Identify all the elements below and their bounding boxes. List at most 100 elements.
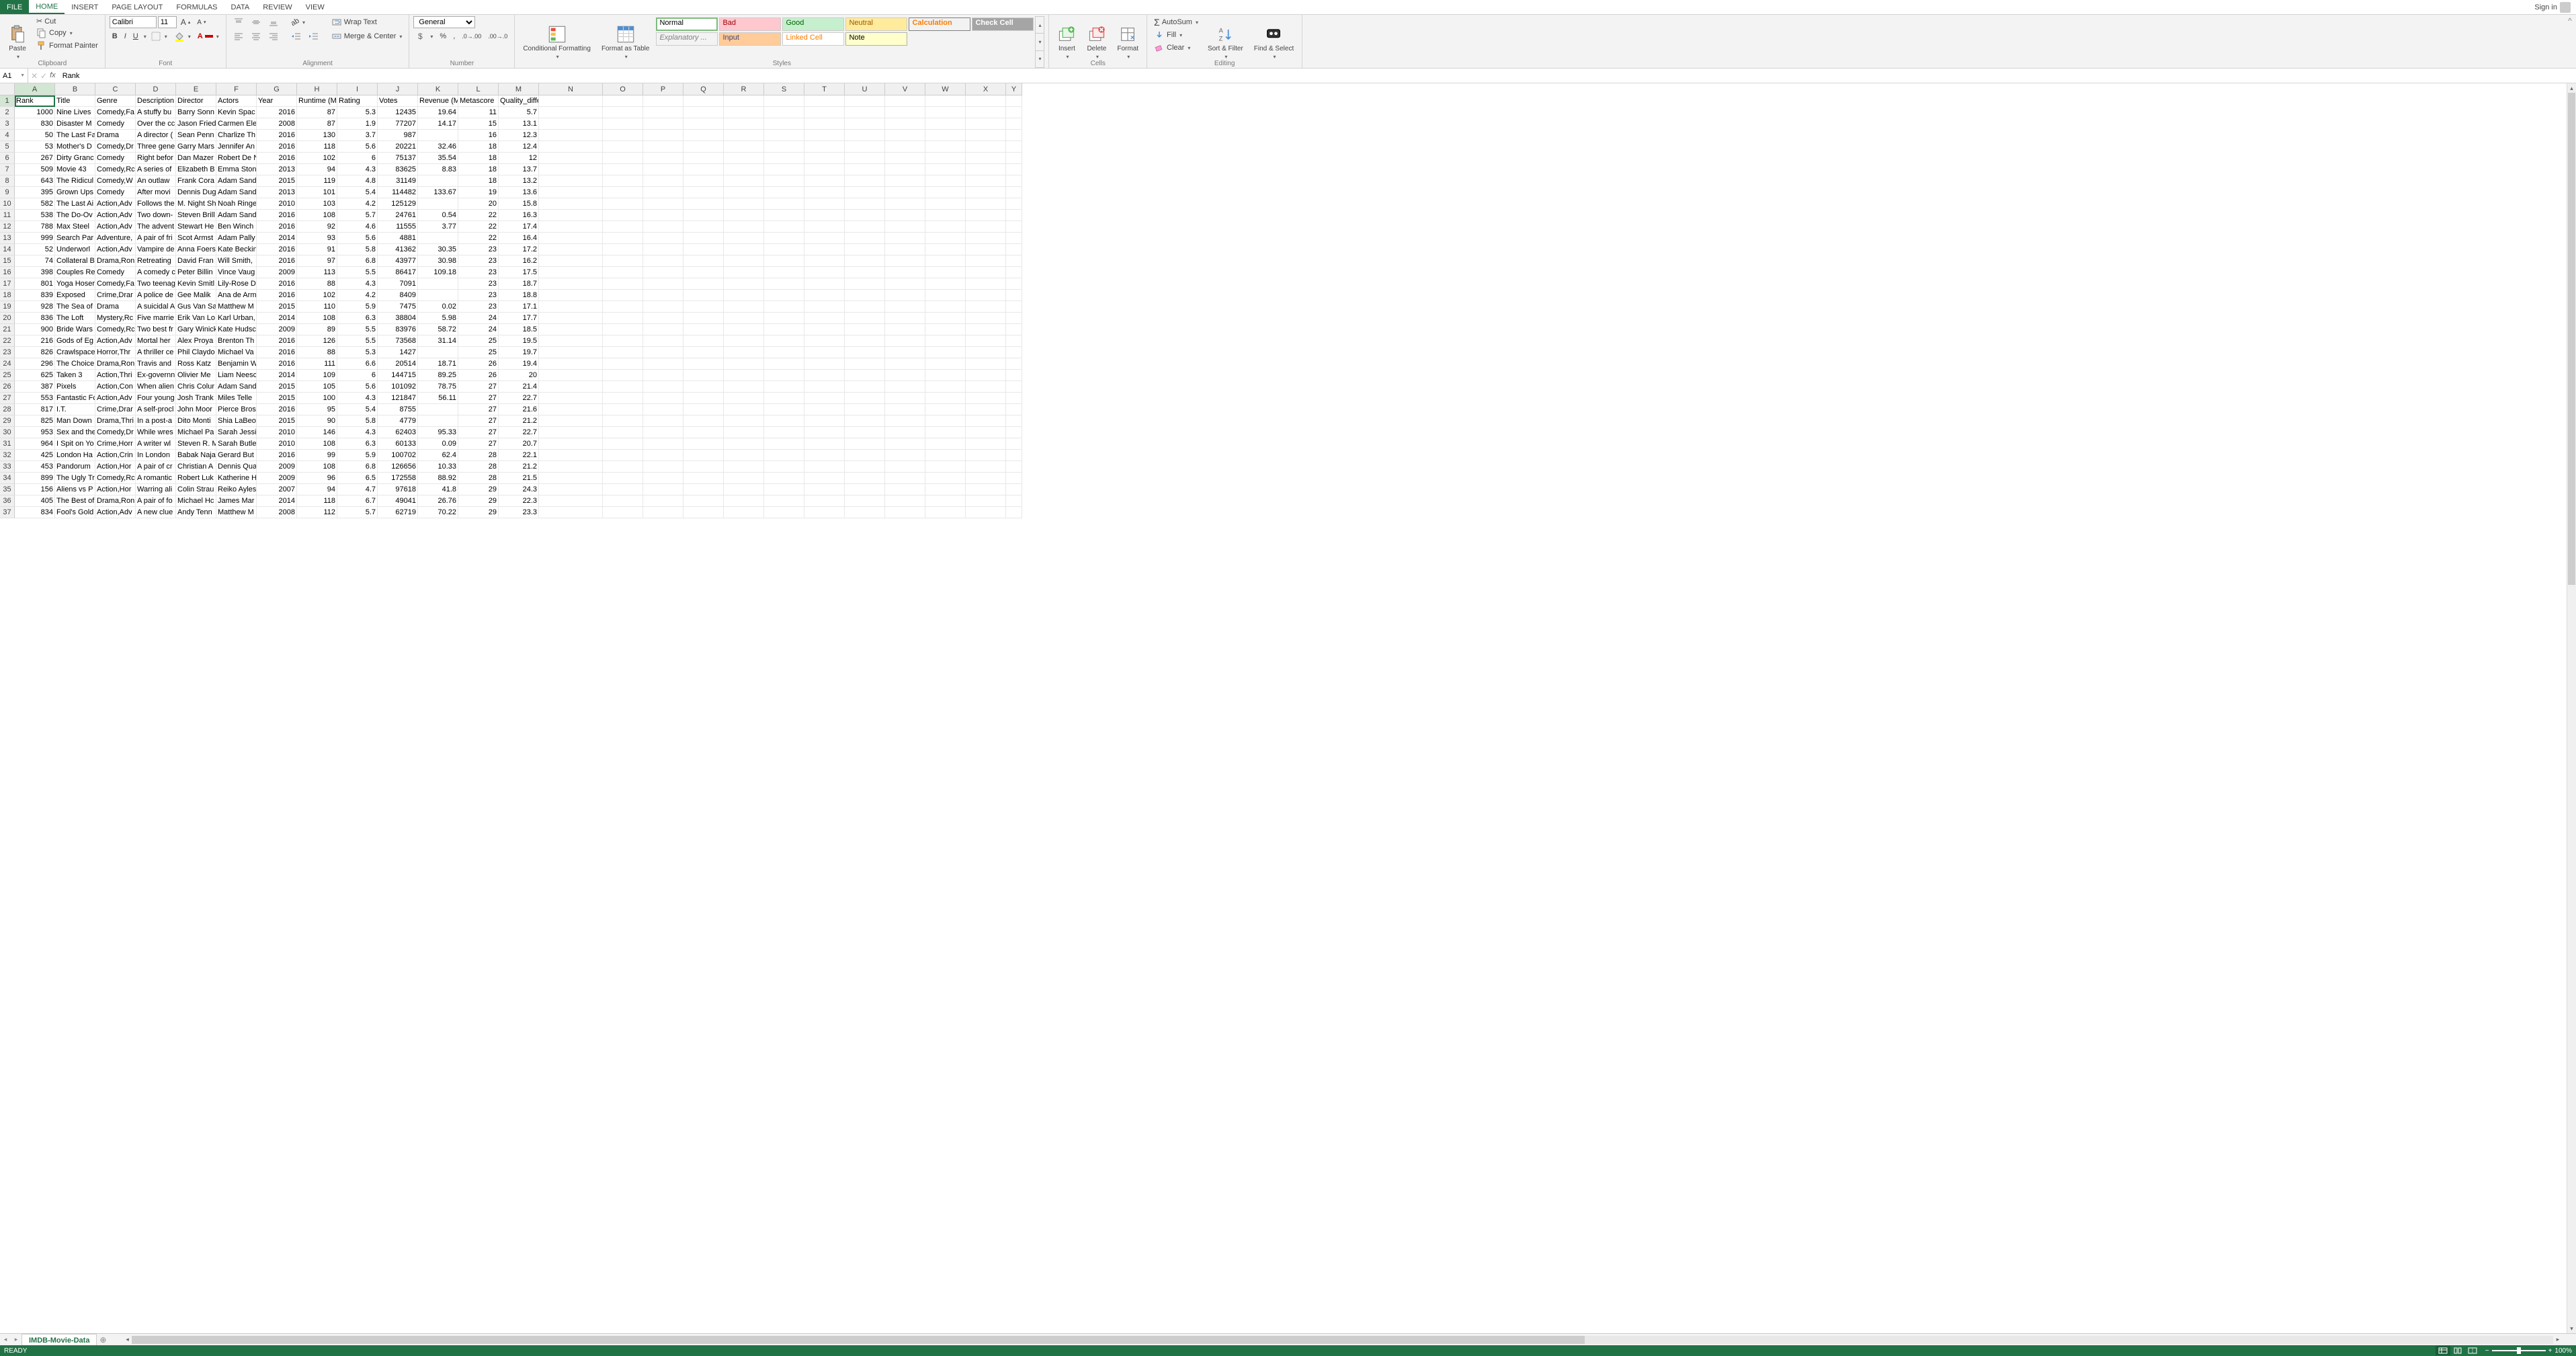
cell[interactable] [1006, 267, 1022, 278]
cell[interactable]: Shia LaBeo [216, 415, 257, 427]
cell[interactable] [724, 290, 764, 301]
cell[interactable] [804, 347, 845, 358]
cell[interactable]: Action,Hor [95, 484, 136, 495]
cell[interactable]: 2009 [257, 267, 297, 278]
cell[interactable]: Action,Adv [95, 210, 136, 221]
cell[interactable]: 13.2 [499, 175, 539, 187]
cell[interactable] [845, 210, 885, 221]
font-color-button[interactable]: A▾ [195, 32, 222, 41]
spreadsheet-grid[interactable]: ABCDEFGHIJKLMNOPQRSTUVWXY1RankTitleGenre… [0, 83, 2576, 1333]
cell[interactable] [724, 461, 764, 473]
cell[interactable] [845, 393, 885, 404]
cell[interactable]: 87 [297, 118, 337, 130]
cell[interactable]: 110 [297, 301, 337, 313]
cancel-formula-button[interactable]: ✕ [31, 71, 38, 81]
cell[interactable]: 15 [458, 118, 499, 130]
cell[interactable]: 17.5 [499, 267, 539, 278]
row-header[interactable]: 21 [0, 324, 15, 335]
cell[interactable]: Michael Hc [176, 495, 216, 507]
cell[interactable] [764, 370, 804, 381]
cell[interactable] [764, 335, 804, 347]
cell[interactable] [724, 301, 764, 313]
cell[interactable] [764, 130, 804, 141]
cell[interactable]: Dennis Dug [176, 187, 216, 198]
cell[interactable]: Rating [337, 95, 378, 107]
cell[interactable]: Michael Va [216, 347, 257, 358]
cell[interactable]: 553 [15, 393, 55, 404]
cell[interactable]: 22.3 [499, 495, 539, 507]
cell[interactable] [724, 221, 764, 233]
cell[interactable]: Action,Adv [95, 221, 136, 233]
cell[interactable] [683, 404, 724, 415]
row-header[interactable]: 8 [0, 175, 15, 187]
cell[interactable] [966, 198, 1006, 210]
row-header[interactable]: 25 [0, 370, 15, 381]
cell[interactable]: Drama [95, 301, 136, 313]
cell[interactable] [966, 393, 1006, 404]
cell[interactable]: A stuffy bu [136, 107, 176, 118]
column-header[interactable]: J [378, 83, 418, 95]
cell[interactable] [764, 358, 804, 370]
cell[interactable] [1006, 495, 1022, 507]
cell[interactable] [1006, 244, 1022, 255]
cell[interactable] [643, 324, 683, 335]
cell[interactable] [539, 347, 603, 358]
cell[interactable] [539, 187, 603, 198]
cell[interactable] [804, 187, 845, 198]
cell[interactable] [724, 484, 764, 495]
cell[interactable]: 267 [15, 153, 55, 164]
cell[interactable]: Fantastic Fc [55, 393, 95, 404]
cell[interactable] [683, 324, 724, 335]
cell[interactable] [804, 301, 845, 313]
cell[interactable]: Genre [95, 95, 136, 107]
cell[interactable] [683, 461, 724, 473]
cell[interactable]: 23 [458, 244, 499, 255]
cell[interactable]: 2013 [257, 164, 297, 175]
cell[interactable] [603, 290, 643, 301]
cell[interactable] [845, 267, 885, 278]
cell[interactable]: 24 [458, 324, 499, 335]
cell[interactable]: Disaster M [55, 118, 95, 130]
cell[interactable] [845, 244, 885, 255]
hscroll-thumb[interactable] [132, 1336, 1585, 1344]
cell[interactable] [724, 507, 764, 518]
row-header[interactable]: 35 [0, 484, 15, 495]
cell[interactable] [845, 335, 885, 347]
cell[interactable]: 95 [297, 404, 337, 415]
cell[interactable] [683, 255, 724, 267]
cell[interactable]: 130 [297, 130, 337, 141]
cell[interactable]: 22.7 [499, 393, 539, 404]
cell[interactable]: 5.3 [337, 347, 378, 358]
cell[interactable] [724, 335, 764, 347]
cell[interactable] [804, 393, 845, 404]
cell[interactable] [683, 381, 724, 393]
cell[interactable] [925, 221, 966, 233]
cell[interactable]: 5.6 [337, 141, 378, 153]
cell[interactable] [603, 415, 643, 427]
cell[interactable] [603, 118, 643, 130]
cell[interactable] [1006, 164, 1022, 175]
cell[interactable]: 101 [297, 187, 337, 198]
column-header[interactable]: E [176, 83, 216, 95]
cell[interactable]: 643 [15, 175, 55, 187]
borders-button[interactable]: ▾ [148, 30, 170, 42]
cell[interactable] [539, 290, 603, 301]
cell[interactable] [724, 187, 764, 198]
cell[interactable] [724, 95, 764, 107]
cell[interactable] [603, 175, 643, 187]
cell[interactable] [966, 370, 1006, 381]
cell[interactable] [724, 255, 764, 267]
cell[interactable] [724, 164, 764, 175]
cell[interactable] [643, 347, 683, 358]
cell[interactable] [925, 507, 966, 518]
cell[interactable]: A writer wl [136, 438, 176, 450]
cell[interactable] [643, 175, 683, 187]
cell[interactable]: Gus Van Sa [176, 301, 216, 313]
cell[interactable]: 2015 [257, 301, 297, 313]
cell[interactable]: 30.98 [418, 255, 458, 267]
cell[interactable] [845, 233, 885, 244]
align-middle-button[interactable] [248, 16, 264, 28]
cell[interactable] [845, 358, 885, 370]
cell[interactable]: 41362 [378, 244, 418, 255]
cell[interactable]: 5.4 [337, 404, 378, 415]
